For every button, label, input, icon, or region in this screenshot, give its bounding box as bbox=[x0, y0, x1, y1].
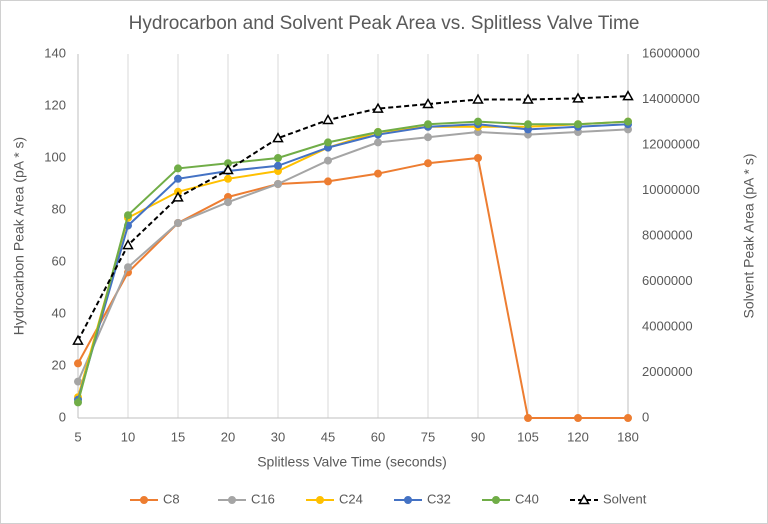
series-line bbox=[77, 123, 629, 401]
legend-label: C24 bbox=[339, 491, 363, 506]
marker bbox=[272, 132, 284, 143]
x-tick-label: 105 bbox=[517, 429, 539, 444]
y2-axis-label: Solvent Peak Area (pA * s) bbox=[741, 154, 757, 319]
marker bbox=[574, 120, 582, 129]
legend-label: C8 bbox=[163, 491, 180, 506]
y2-tick-label: 14000000 bbox=[642, 91, 700, 106]
legend-label: C16 bbox=[251, 491, 275, 506]
marker bbox=[324, 156, 332, 165]
legend-label: Solvent bbox=[603, 491, 647, 506]
marker bbox=[474, 154, 482, 162]
marker bbox=[316, 496, 324, 504]
marker bbox=[578, 493, 590, 505]
marker bbox=[424, 120, 432, 129]
marker bbox=[124, 263, 132, 272]
y-tick-label: 0 bbox=[59, 409, 66, 424]
marker bbox=[172, 191, 184, 202]
x-tick-label: 15 bbox=[171, 429, 185, 444]
series-line bbox=[77, 120, 629, 403]
marker bbox=[524, 120, 532, 129]
marker bbox=[372, 102, 384, 113]
y2-tick-label: 16000000 bbox=[642, 45, 700, 60]
y-tick-label: 20 bbox=[52, 357, 66, 372]
marker bbox=[174, 219, 182, 227]
marker bbox=[140, 496, 148, 504]
marker bbox=[624, 117, 632, 126]
marker bbox=[324, 177, 332, 186]
marker bbox=[224, 174, 232, 183]
chart-title: Hydrocarbon and Solvent Peak Area vs. Sp… bbox=[129, 13, 640, 34]
y-tick-label: 40 bbox=[52, 305, 66, 320]
x-tick-label: 30 bbox=[271, 429, 285, 444]
x-tick-label: 75 bbox=[421, 429, 435, 444]
x-tick-label: 120 bbox=[567, 429, 589, 444]
marker bbox=[374, 128, 382, 136]
marker bbox=[124, 211, 132, 220]
marker bbox=[374, 169, 382, 178]
x-tick-label: 60 bbox=[371, 429, 385, 444]
y-tick-label: 140 bbox=[44, 45, 66, 60]
marker bbox=[122, 239, 134, 250]
y2-tick-label: 6000000 bbox=[642, 273, 693, 288]
marker bbox=[424, 159, 432, 168]
marker bbox=[472, 93, 484, 104]
marker bbox=[74, 359, 82, 368]
y2-tick-label: 8000000 bbox=[642, 227, 693, 242]
y2-tick-label: 2000000 bbox=[642, 364, 693, 379]
marker bbox=[224, 198, 232, 207]
y-axis-label: Hydrocarbon Peak Area (pA * s) bbox=[11, 137, 27, 335]
marker bbox=[174, 174, 182, 183]
marker bbox=[492, 496, 500, 504]
x-axis-label: Splitless Valve Time (seconds) bbox=[257, 454, 447, 470]
marker bbox=[524, 414, 532, 422]
marker bbox=[274, 161, 282, 170]
marker bbox=[324, 138, 332, 147]
y-tick-label: 100 bbox=[44, 149, 66, 164]
series-line bbox=[77, 95, 629, 342]
marker bbox=[404, 496, 412, 504]
marker bbox=[74, 398, 82, 407]
marker bbox=[522, 93, 534, 104]
marker bbox=[622, 90, 634, 101]
series-line bbox=[77, 128, 629, 383]
marker bbox=[74, 377, 82, 386]
marker bbox=[424, 133, 432, 142]
marker bbox=[174, 164, 182, 173]
series-line bbox=[77, 120, 629, 398]
marker bbox=[574, 414, 582, 422]
legend-label: C32 bbox=[427, 491, 451, 506]
legend-label: C40 bbox=[515, 491, 539, 506]
marker bbox=[374, 138, 382, 147]
x-tick-label: 90 bbox=[471, 429, 485, 444]
y-tick-label: 60 bbox=[52, 253, 66, 268]
marker bbox=[572, 92, 584, 103]
y2-tick-label: 4000000 bbox=[642, 318, 693, 333]
x-tick-label: 10 bbox=[121, 429, 135, 444]
marker bbox=[274, 180, 282, 188]
x-tick-label: 20 bbox=[221, 429, 235, 444]
marker bbox=[72, 334, 84, 345]
y-tick-label: 120 bbox=[44, 97, 66, 112]
marker bbox=[322, 113, 334, 125]
y2-tick-label: 0 bbox=[642, 409, 649, 424]
y2-tick-label: 12000000 bbox=[642, 136, 700, 151]
y2-tick-label: 10000000 bbox=[642, 182, 700, 197]
y-tick-label: 80 bbox=[52, 201, 66, 216]
marker bbox=[422, 98, 434, 109]
x-tick-label: 45 bbox=[321, 429, 335, 444]
marker bbox=[624, 414, 632, 422]
marker bbox=[474, 117, 482, 126]
marker bbox=[222, 163, 234, 175]
x-tick-label: 5 bbox=[74, 429, 81, 444]
marker bbox=[228, 496, 236, 504]
marker bbox=[274, 154, 282, 162]
x-tick-label: 180 bbox=[617, 429, 639, 444]
